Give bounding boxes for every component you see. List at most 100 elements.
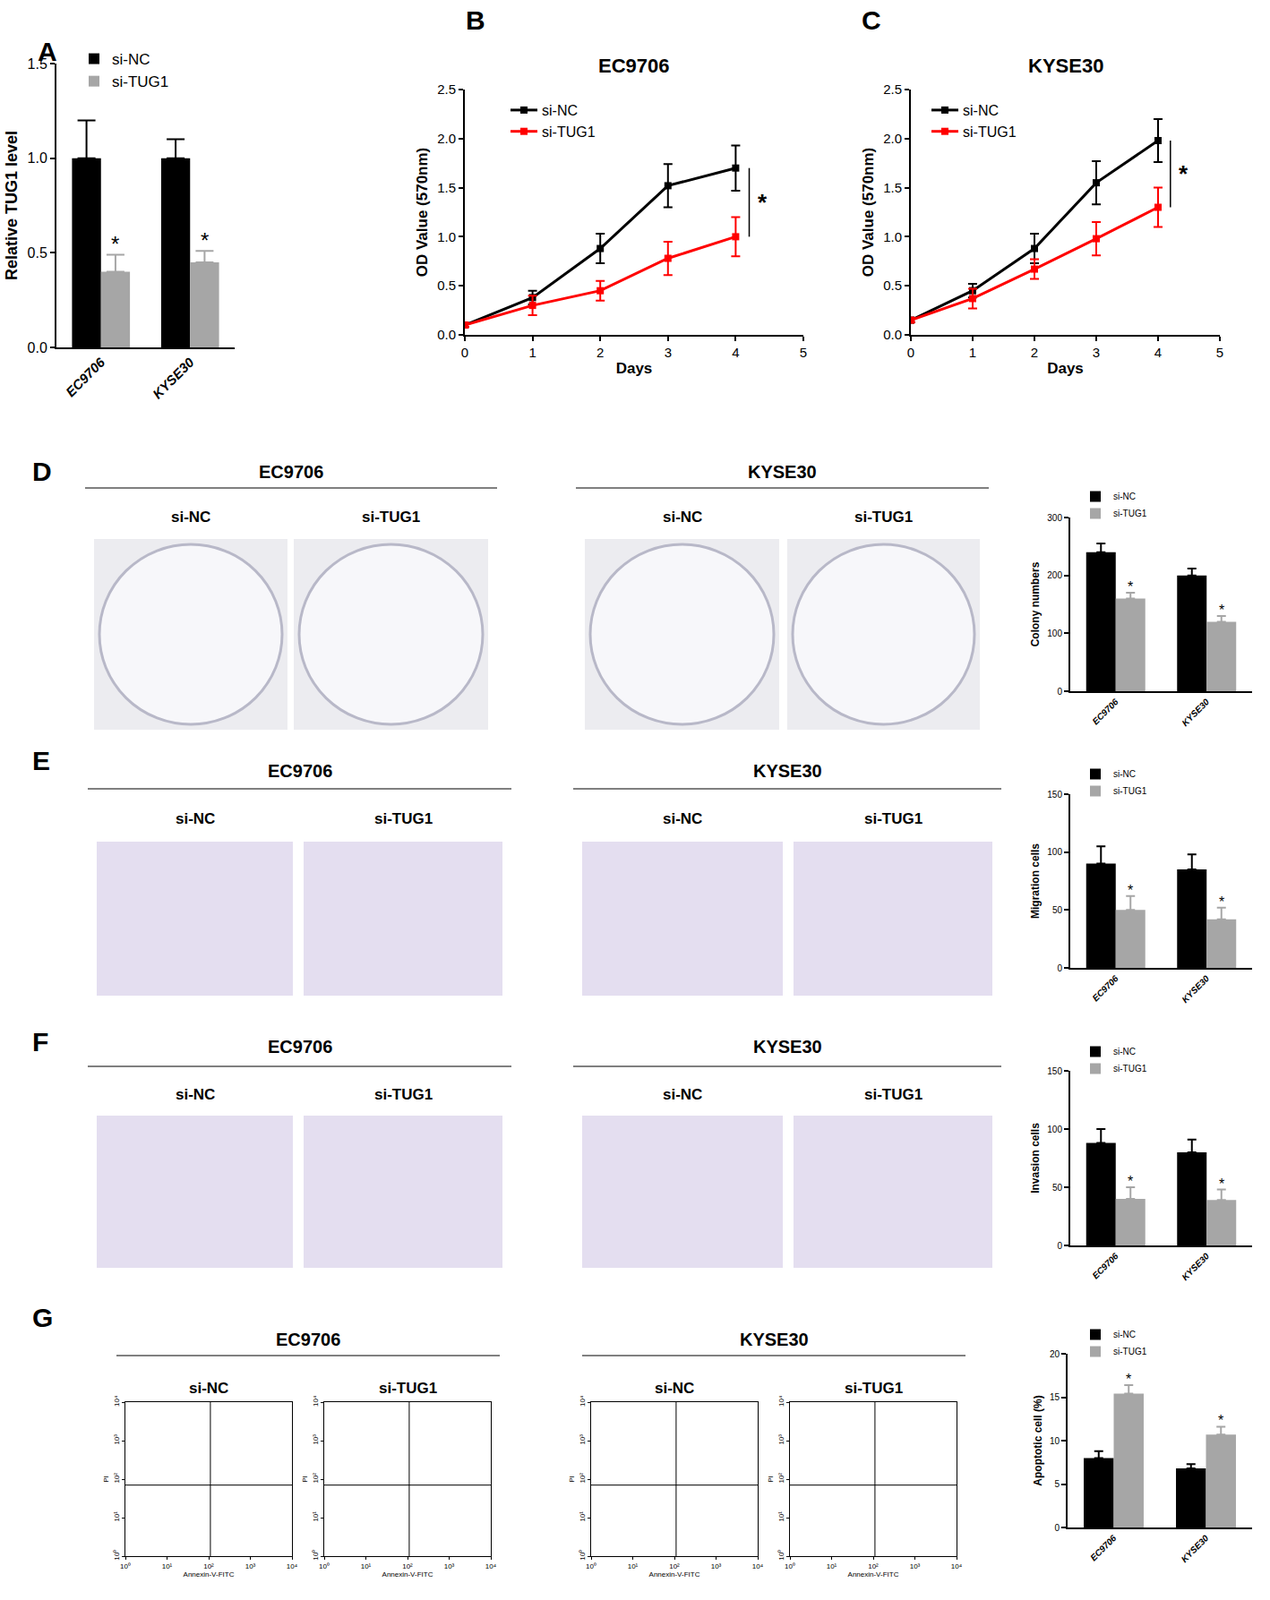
svg-text:si-NC: si-NC xyxy=(175,810,215,828)
svg-text:100: 100 xyxy=(1046,1124,1063,1135)
svg-text:3: 3 xyxy=(664,344,672,361)
svg-text:Colony numbers: Colony numbers xyxy=(1029,561,1042,647)
svg-text:F: F xyxy=(32,1027,49,1057)
svg-text:*: * xyxy=(1218,602,1225,618)
svg-text:10⁰: 10⁰ xyxy=(120,1562,131,1571)
svg-text:0: 0 xyxy=(907,344,915,361)
svg-text:300: 300 xyxy=(1046,513,1063,524)
svg-text:100: 100 xyxy=(1046,847,1063,858)
svg-text:10³: 10³ xyxy=(311,1434,320,1446)
svg-text:*: * xyxy=(1127,579,1133,595)
svg-text:0: 0 xyxy=(1056,963,1063,974)
svg-text:1.0: 1.0 xyxy=(883,229,902,245)
svg-text:10²: 10² xyxy=(402,1562,413,1571)
svg-text:KYSE30: KYSE30 xyxy=(1028,54,1104,78)
svg-text:1: 1 xyxy=(969,344,977,361)
svg-text:0: 0 xyxy=(1056,1241,1063,1252)
svg-text:50: 50 xyxy=(1052,905,1064,916)
svg-text:D: D xyxy=(32,456,52,487)
svg-text:1.0: 1.0 xyxy=(27,150,48,166)
svg-text:10⁴: 10⁴ xyxy=(311,1395,320,1408)
svg-text:3: 3 xyxy=(1092,344,1100,361)
svg-text:EC9706: EC9706 xyxy=(62,353,109,400)
svg-text:si-NC: si-NC xyxy=(541,102,578,119)
svg-text:10²: 10² xyxy=(112,1473,121,1485)
svg-text:5: 5 xyxy=(1054,1479,1060,1490)
svg-text:10⁰: 10⁰ xyxy=(112,1550,121,1562)
svg-text:si-TUG1: si-TUG1 xyxy=(1113,786,1148,797)
svg-text:*: * xyxy=(1218,1176,1225,1193)
svg-text:2.5: 2.5 xyxy=(437,81,456,97)
svg-text:si-NC: si-NC xyxy=(111,51,151,69)
svg-text:10¹: 10¹ xyxy=(360,1562,372,1571)
svg-text:0.0: 0.0 xyxy=(883,326,902,343)
svg-text:*: * xyxy=(111,231,120,257)
svg-text:10¹: 10¹ xyxy=(162,1562,173,1571)
svg-text:Days: Days xyxy=(1046,360,1084,378)
svg-text:*: * xyxy=(1125,1372,1132,1388)
svg-text:10²: 10² xyxy=(578,1473,587,1485)
svg-text:10⁴: 10⁴ xyxy=(578,1395,587,1408)
svg-text:KYSE30: KYSE30 xyxy=(1179,973,1211,1005)
svg-text:*: * xyxy=(757,188,768,216)
svg-text:*: * xyxy=(1218,894,1225,910)
svg-text:10³: 10³ xyxy=(444,1562,455,1571)
svg-text:10⁰: 10⁰ xyxy=(578,1550,587,1562)
svg-text:PI: PI xyxy=(766,1475,775,1484)
svg-text:10³: 10³ xyxy=(711,1562,722,1571)
svg-text:si-NC: si-NC xyxy=(1113,1046,1136,1057)
svg-text:50: 50 xyxy=(1052,1183,1064,1193)
svg-text:10⁴: 10⁴ xyxy=(286,1562,299,1571)
svg-text:*: * xyxy=(1218,1413,1224,1429)
svg-text:si-NC: si-NC xyxy=(662,1086,703,1104)
svg-text:10⁰: 10⁰ xyxy=(318,1562,330,1571)
svg-text:1.5: 1.5 xyxy=(27,56,48,72)
svg-text:4: 4 xyxy=(1154,344,1162,361)
svg-text:100: 100 xyxy=(1046,628,1063,639)
svg-text:si-TUG1: si-TUG1 xyxy=(1113,508,1148,519)
svg-text:Apoptotic cell (%): Apoptotic cell (%) xyxy=(1031,1395,1045,1486)
svg-text:KYSE30: KYSE30 xyxy=(747,462,817,482)
svg-text:10²: 10² xyxy=(669,1562,680,1571)
svg-text:Annexin-V-FITC: Annexin-V-FITC xyxy=(382,1570,434,1579)
svg-text:si-NC: si-NC xyxy=(654,1380,695,1398)
svg-text:150: 150 xyxy=(1046,1066,1063,1077)
svg-text:10⁰: 10⁰ xyxy=(585,1562,597,1571)
svg-text:KYSE30: KYSE30 xyxy=(753,1037,823,1057)
svg-text:10¹: 10¹ xyxy=(826,1562,838,1571)
svg-text:10³: 10³ xyxy=(777,1434,786,1446)
svg-text:Invasion cells: Invasion cells xyxy=(1029,1123,1042,1194)
svg-text:KYSE30: KYSE30 xyxy=(1179,696,1211,729)
svg-text:KYSE30: KYSE30 xyxy=(149,353,198,402)
svg-text:10⁰: 10⁰ xyxy=(784,1562,796,1571)
svg-text:1: 1 xyxy=(528,344,536,361)
svg-text:10: 10 xyxy=(1049,1436,1061,1447)
svg-text:10³: 10³ xyxy=(112,1434,121,1446)
svg-text:1.5: 1.5 xyxy=(437,180,456,196)
svg-text:EC9706: EC9706 xyxy=(258,462,324,482)
svg-text:si-NC: si-NC xyxy=(962,102,999,119)
svg-text:10¹: 10¹ xyxy=(578,1511,587,1523)
svg-text:10⁴: 10⁴ xyxy=(112,1395,121,1408)
svg-text:5: 5 xyxy=(799,344,807,361)
svg-text:si-TUG1: si-TUG1 xyxy=(378,1380,438,1398)
svg-text:10²: 10² xyxy=(311,1473,320,1485)
svg-text:10²: 10² xyxy=(867,1562,879,1571)
svg-text:si-TUG1: si-TUG1 xyxy=(111,73,169,91)
svg-text:E: E xyxy=(32,746,51,776)
svg-text:si-NC: si-NC xyxy=(171,508,211,526)
svg-text:Annexin-V-FITC: Annexin-V-FITC xyxy=(649,1570,701,1579)
svg-text:1.0: 1.0 xyxy=(437,229,456,245)
svg-text:10²: 10² xyxy=(777,1473,786,1485)
svg-text:0: 0 xyxy=(461,344,469,361)
svg-text:10³: 10³ xyxy=(909,1562,921,1571)
svg-text:2.5: 2.5 xyxy=(883,81,902,97)
svg-text:10¹: 10¹ xyxy=(777,1511,786,1523)
svg-text:200: 200 xyxy=(1046,570,1063,581)
svg-text:si-TUG1: si-TUG1 xyxy=(374,810,433,828)
svg-text:10⁰: 10⁰ xyxy=(777,1550,786,1562)
svg-text:EC9706: EC9706 xyxy=(1089,1251,1121,1282)
svg-text:0.5: 0.5 xyxy=(437,277,456,293)
svg-text:Relative TUG1 level: Relative TUG1 level xyxy=(2,130,21,281)
svg-text:EC9706: EC9706 xyxy=(267,1037,333,1057)
